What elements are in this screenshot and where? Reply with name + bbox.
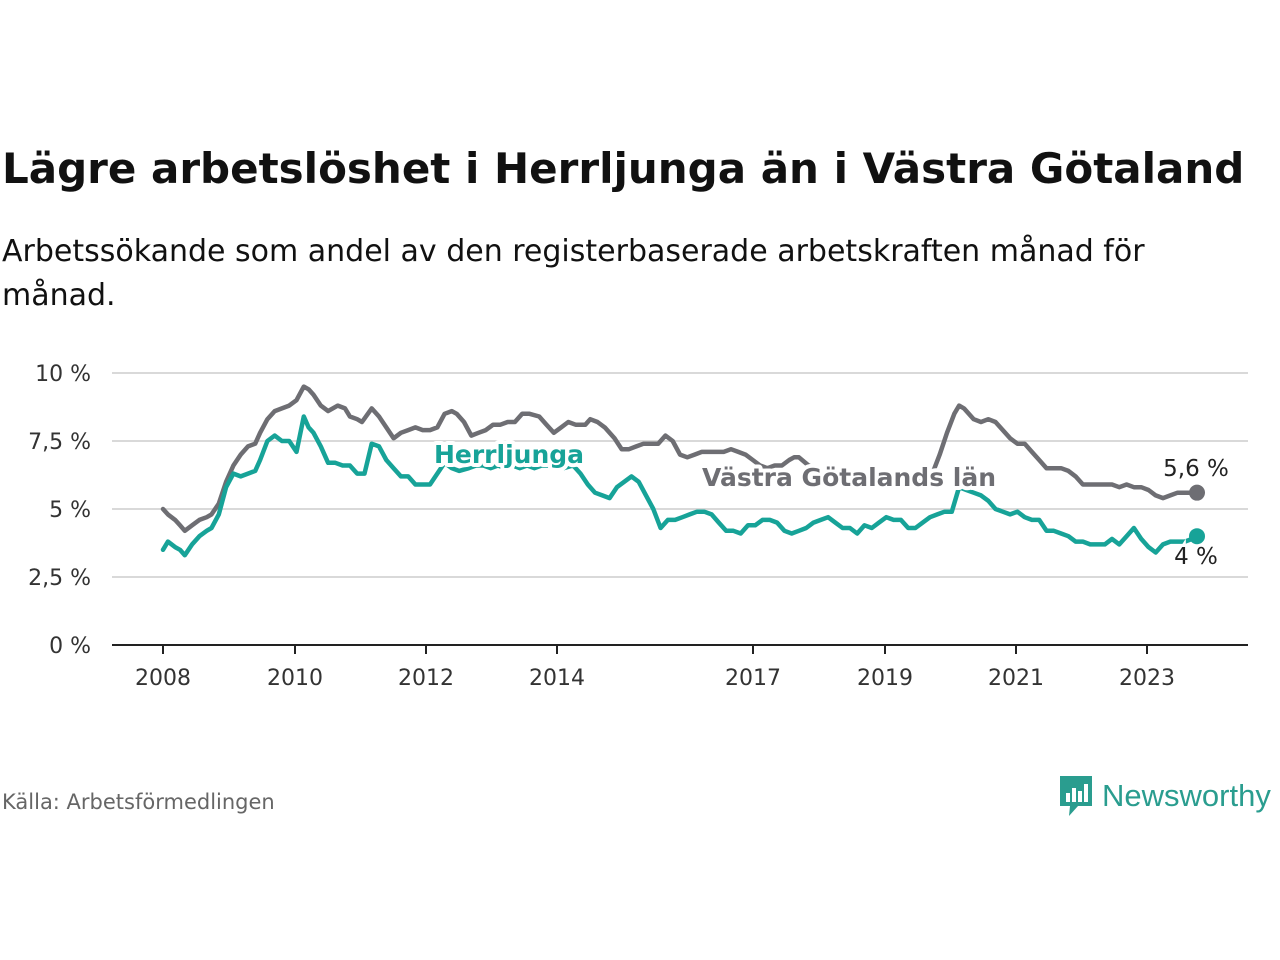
end-value-herrljunga: 4 % bbox=[1174, 544, 1218, 570]
y-tick-label: 2,5 % bbox=[28, 566, 91, 591]
series-lines bbox=[160, 384, 1205, 558]
y-axis-tick-labels: 0 % 2,5 % 5 % 7,5 % 10 % bbox=[28, 362, 91, 659]
series-label-herrljunga: Herrljunga bbox=[434, 440, 584, 469]
line-chart: 0 % 2,5 % 5 % 7,5 % 10 % 2008 2010 2012 2014 201… bbox=[28, 362, 1248, 691]
series-line-herrljunga bbox=[160, 414, 1200, 558]
x-tick-label: 2021 bbox=[988, 666, 1044, 691]
chart-title: Lägre arbetslöshet i Herrljunga än i Väs… bbox=[2, 144, 1245, 193]
gridlines bbox=[112, 372, 1248, 578]
x-tick-label: 2023 bbox=[1119, 666, 1175, 691]
source-note: Källa: Arbetsförmedlingen bbox=[2, 790, 275, 814]
x-tick-label: 2010 bbox=[267, 666, 323, 691]
series-label-vastra-gotaland: Västra Götalands län bbox=[702, 463, 996, 492]
series-line-vastra-gotaland bbox=[160, 384, 1200, 534]
y-tick-label: 5 % bbox=[49, 498, 91, 523]
x-tick-label: 2008 bbox=[135, 666, 191, 691]
newsworthy-brand[interactable]: Newsworthy bbox=[1058, 774, 1271, 818]
series-labels: Västra Götalands län Herrljunga 5,6 % 4 % bbox=[430, 436, 1232, 573]
end-value-vastra-gotaland: 5,6 % bbox=[1163, 456, 1229, 482]
end-point-vastra-gotaland bbox=[1189, 484, 1205, 501]
y-tick-label: 7,5 % bbox=[28, 430, 91, 455]
x-tick-label: 2014 bbox=[529, 666, 585, 691]
x-tick-label: 2019 bbox=[857, 666, 913, 691]
newsworthy-logo-icon bbox=[1060, 776, 1092, 816]
end-point-herrljunga bbox=[1189, 528, 1205, 545]
brand-name: Newsworthy bbox=[1102, 778, 1271, 813]
y-tick-label: 10 % bbox=[35, 362, 91, 387]
x-tick-label: 2017 bbox=[725, 666, 781, 691]
x-axis: 2008 2010 2012 2014 2017 2019 2021 2023 bbox=[112, 644, 1248, 691]
chart-subtitle: Arbetssökande som andel av den registerb… bbox=[2, 234, 1145, 313]
x-tick-label: 2012 bbox=[398, 666, 454, 691]
y-tick-label: 0 % bbox=[49, 634, 91, 659]
